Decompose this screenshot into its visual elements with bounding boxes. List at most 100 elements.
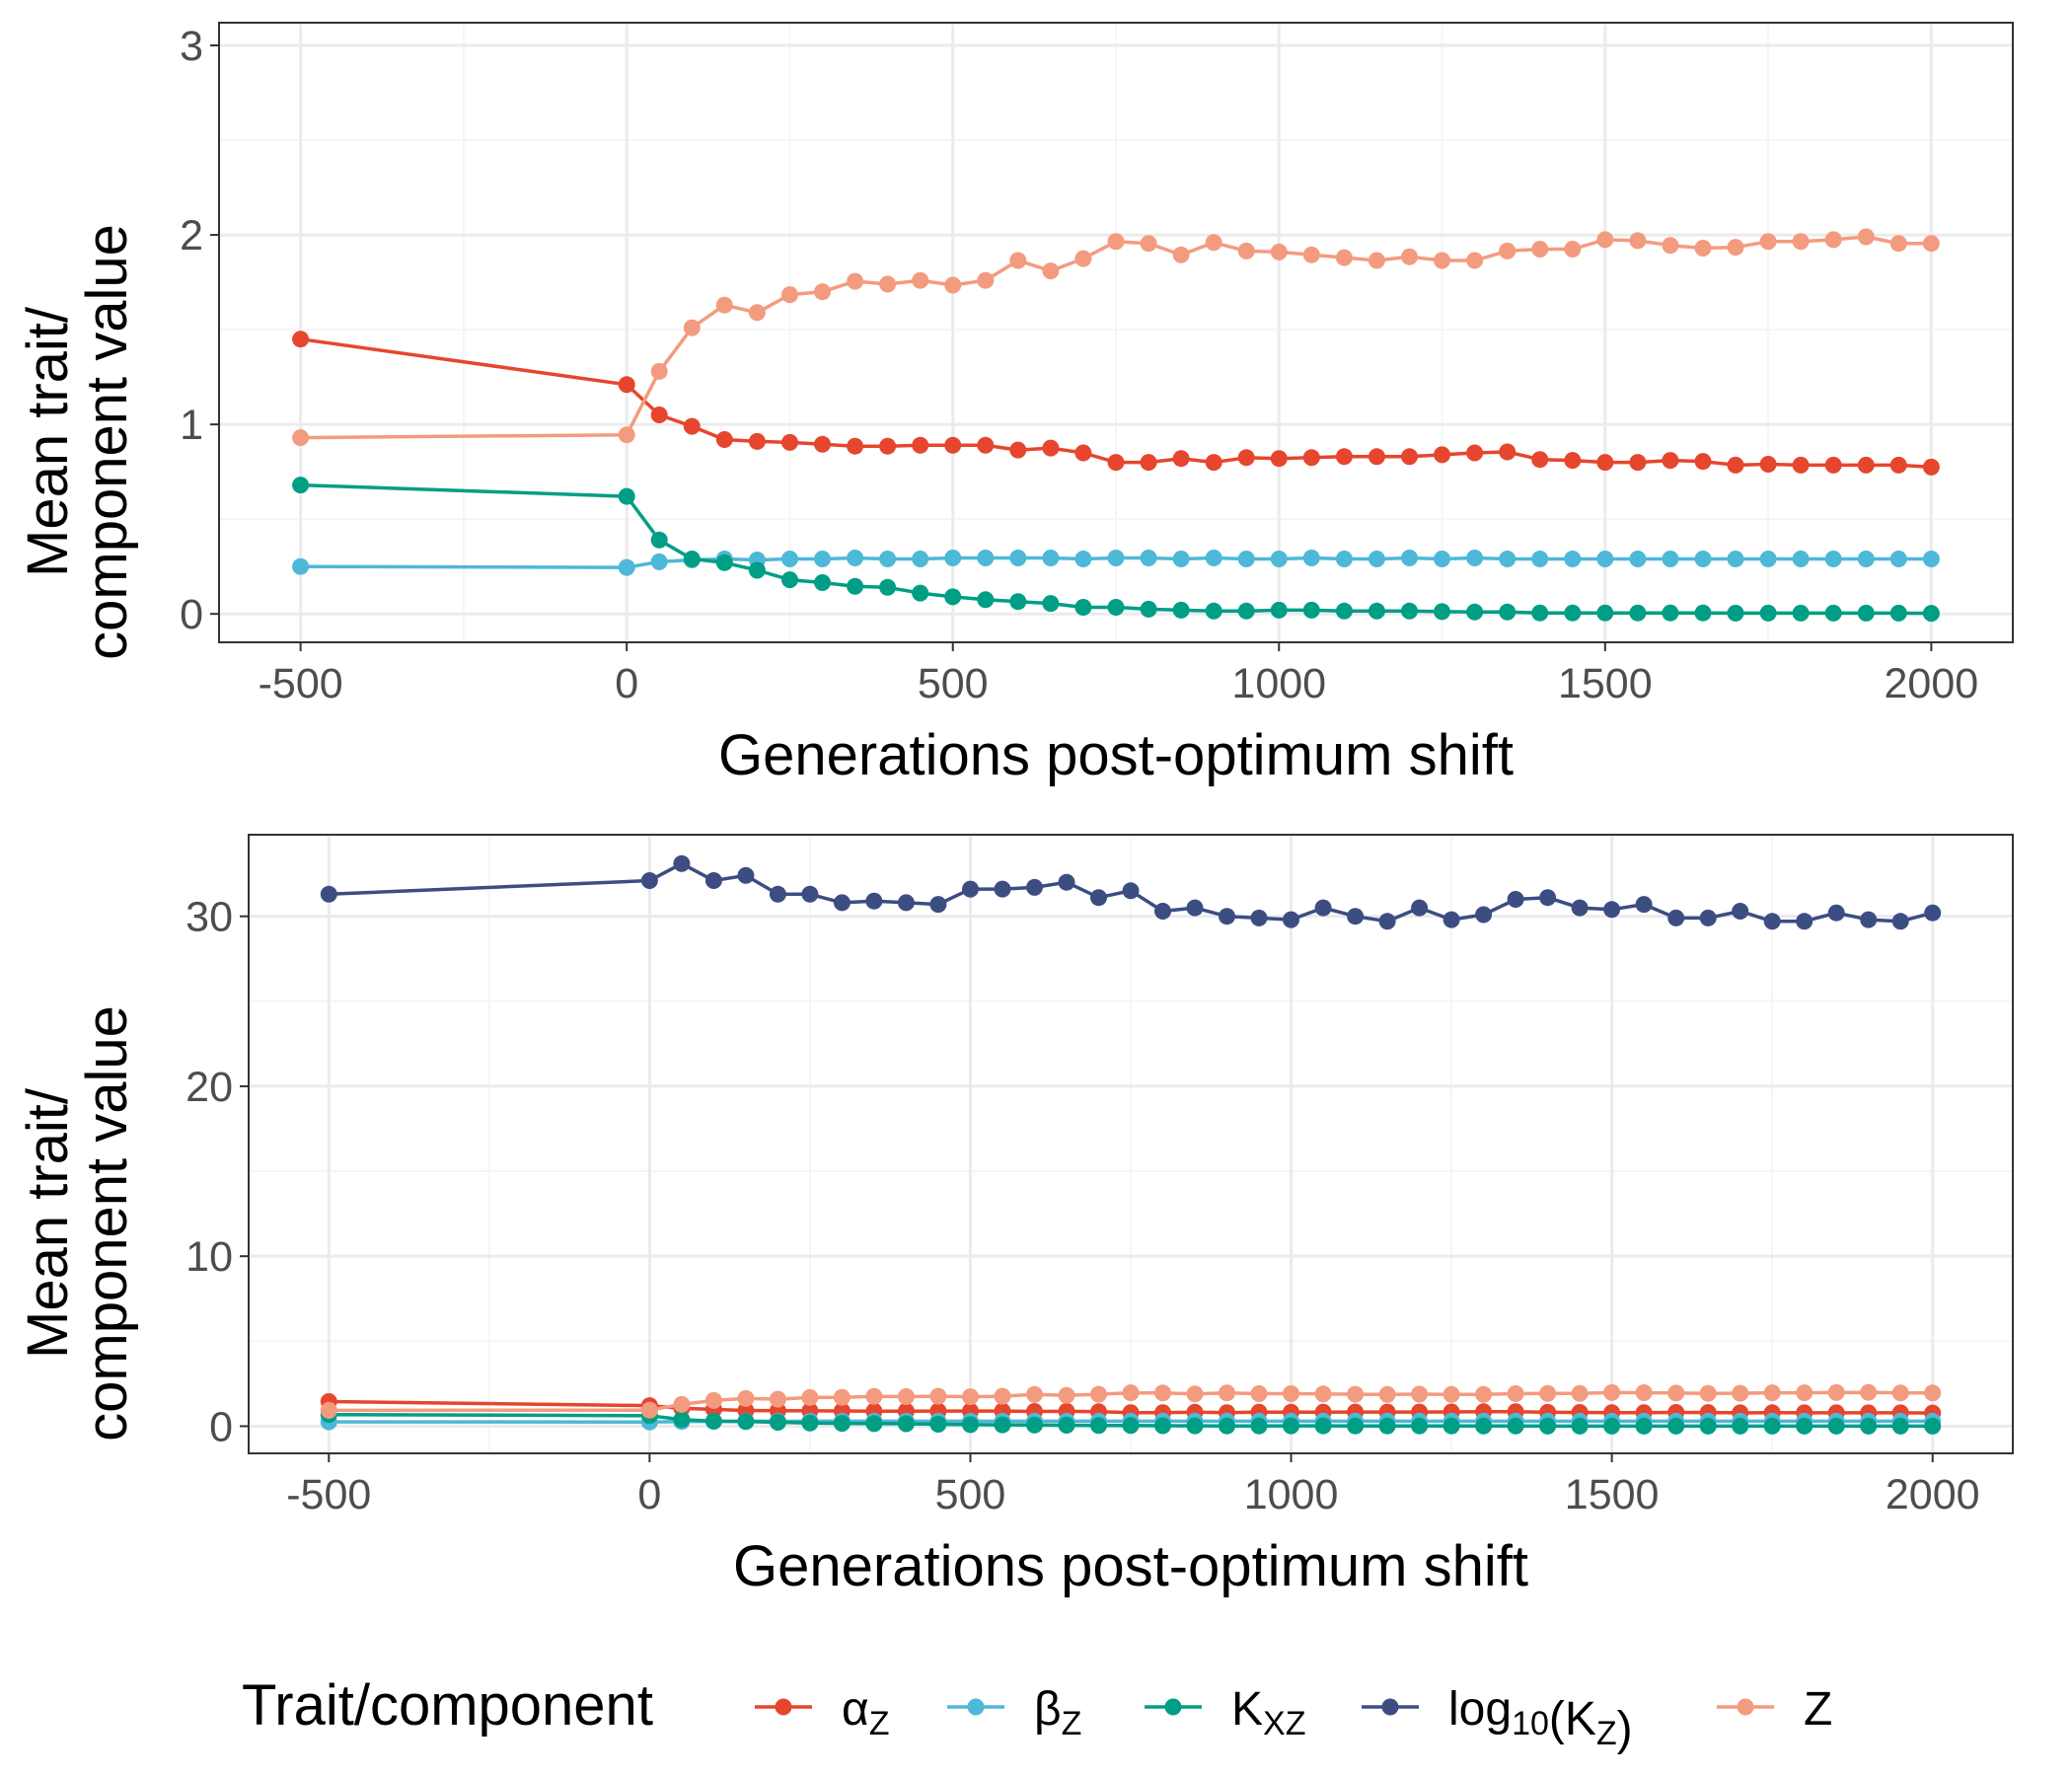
data-point-z (897, 1388, 915, 1405)
data-point-log10_kz (1796, 913, 1813, 930)
data-point-beta_z (1564, 551, 1582, 567)
data-point-k_xz (1347, 1417, 1365, 1435)
data-point-z (1042, 262, 1060, 280)
y-tick-label: 10 (185, 1233, 233, 1281)
data-point-k_xz (1699, 1417, 1717, 1435)
data-point-log10_kz (769, 885, 786, 903)
data-point-log10_kz (1026, 878, 1043, 896)
data-point-log10_kz (1347, 908, 1365, 925)
data-point-log10_kz (1827, 904, 1845, 922)
data-point-alpha_z (1694, 453, 1712, 471)
data-point-k_xz (1889, 604, 1907, 622)
data-point-k_xz (1122, 1417, 1140, 1435)
data-point-beta_z (1922, 551, 1940, 567)
data-point-z (1186, 1385, 1204, 1403)
series-k_xz (320, 1406, 1942, 1435)
x-tick-label: 0 (637, 1471, 661, 1518)
data-point-k_xz (1466, 603, 1484, 621)
data-point-z (1026, 1385, 1043, 1403)
bottom-panel-border (248, 834, 2014, 1454)
data-point-z (650, 362, 668, 380)
data-point-beta_z (1824, 551, 1842, 567)
data-point-k_xz (715, 554, 733, 571)
data-point-log10_kz (1924, 904, 1942, 922)
data-point-k_xz (673, 1411, 691, 1429)
data-point-beta_z (781, 551, 798, 567)
data-point-k_xz (1154, 1417, 1171, 1435)
legend-item-z: Z (1717, 1683, 1832, 1736)
data-point-alpha_z (847, 437, 864, 455)
bottom-panel-ticks: -500 0 500 1000 1500 2000 0 10 20 30 (185, 894, 1979, 1518)
legend-key-point (1381, 1698, 1399, 1716)
x-tick-label: 1000 (1231, 660, 1326, 707)
data-point-alpha_z (1596, 454, 1614, 472)
data-point-z (1250, 1385, 1268, 1402)
data-point-log10_kz (320, 885, 337, 903)
data-point-k_xz (1759, 604, 1777, 622)
data-point-beta_z (1466, 550, 1484, 566)
data-point-k_xz (994, 1416, 1011, 1434)
data-point-z (1824, 231, 1842, 249)
data-point-z (1172, 246, 1190, 263)
data-point-k_xz (1026, 1416, 1043, 1434)
data-point-k_xz (944, 588, 962, 606)
data-point-k_xz (1564, 604, 1582, 622)
data-point-k_xz (1283, 1417, 1299, 1435)
data-point-k_xz (737, 1413, 755, 1431)
data-point-alpha_z (1270, 450, 1288, 468)
y-tick-label: 3 (180, 23, 203, 70)
series-log10_kz (320, 854, 1942, 930)
data-point-z (1796, 1384, 1813, 1402)
data-point-z (1411, 1385, 1429, 1403)
data-point-beta_z (1042, 550, 1060, 566)
series-z (292, 228, 1940, 447)
data-point-k_xz (1891, 1417, 1909, 1435)
data-point-k_xz (1042, 595, 1060, 613)
data-point-k_xz (1507, 1417, 1524, 1435)
data-point-z (977, 271, 995, 289)
legend-label: βZ (1034, 1683, 1081, 1742)
bottom-panel: -500 0 500 1000 1500 2000 0 10 20 30 Generations … (16, 834, 2014, 1598)
data-point-z (1571, 1384, 1589, 1402)
data-point-k_xz (618, 487, 635, 505)
data-point-alpha_z (1889, 456, 1907, 474)
data-point-z (847, 272, 864, 290)
legend-key-point (967, 1698, 985, 1716)
data-point-k_xz (1140, 600, 1157, 618)
data-point-z (962, 1388, 979, 1406)
data-point-beta_z (1499, 551, 1517, 567)
data-point-log10_kz (962, 880, 979, 898)
data-point-log10_kz (1635, 896, 1653, 914)
x-tick-label: 500 (935, 1471, 1006, 1518)
data-point-log10_kz (1186, 899, 1204, 917)
data-point-alpha_z (650, 407, 668, 423)
y-tick-label: 2 (180, 212, 203, 259)
data-point-z (879, 275, 897, 293)
data-point-k_xz (912, 584, 929, 602)
data-point-beta_z (1531, 551, 1549, 567)
data-point-z (1219, 1384, 1235, 1402)
data-point-z (1759, 233, 1777, 251)
data-point-z (1090, 1385, 1107, 1403)
data-point-z (1475, 1385, 1493, 1403)
data-point-log10_kz (1699, 909, 1717, 926)
data-point-alpha_z (1792, 456, 1810, 474)
data-point-beta_z (1009, 550, 1027, 566)
data-point-z (929, 1387, 947, 1405)
data-point-z (748, 304, 766, 322)
data-point-z (944, 276, 962, 294)
legend-label: αZ (842, 1683, 890, 1742)
data-point-alpha_z (683, 417, 701, 435)
data-point-log10_kz (1475, 906, 1493, 924)
data-point-alpha_z (1107, 454, 1125, 472)
data-point-alpha_z (977, 436, 995, 454)
data-point-beta_z (1107, 550, 1125, 566)
data-point-beta_z (1792, 551, 1810, 567)
top-y-axis-title-line1: Mean trait/ (16, 306, 80, 577)
data-point-log10_kz (994, 880, 1011, 898)
x-tick-label: 1000 (1244, 1471, 1339, 1518)
data-point-alpha_z (618, 376, 635, 394)
data-point-log10_kz (1250, 909, 1268, 926)
data-point-k_xz (847, 577, 864, 595)
